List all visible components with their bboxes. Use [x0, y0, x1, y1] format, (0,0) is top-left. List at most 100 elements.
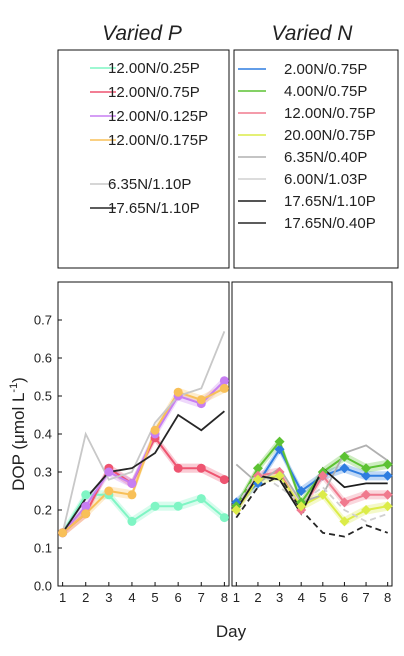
y-tick-label-5: 0.5: [34, 389, 52, 404]
left-legend-label-3: 12.00N/0.175P: [108, 132, 208, 149]
left-series-1-point-7: [219, 475, 229, 485]
left-series-3-point-3: [127, 490, 137, 500]
right-series-0-point-3: [296, 486, 307, 496]
y-tick-label-6: 0.6: [34, 351, 52, 366]
right-x-tick-label-0: 1: [233, 590, 240, 605]
left-series-4-line: [61, 331, 226, 534]
right-series-3-point-5: [339, 516, 350, 527]
y-axis: 0.0 0.1 0.2 0.3 0.4 0.5 0.6 0.7: [34, 313, 62, 594]
right-series-2-point-6: [361, 489, 372, 500]
left-series-2-point-7: [219, 376, 229, 386]
left-series-3-point-7: [219, 383, 229, 393]
left-legend-label-2: 12.00N/0.125P: [108, 108, 208, 125]
right-x-tick-label-1: 2: [254, 590, 261, 605]
left-x-tick-label-2: 3: [105, 590, 112, 605]
right-series-2-point-7: [382, 489, 393, 500]
left-series-0-point-5: [173, 501, 183, 511]
left-x-tick-label-1: 2: [82, 590, 89, 605]
right-series-0-point-2: [274, 444, 285, 455]
right-series-1-point-6: [361, 463, 372, 474]
x-axis-label: Day: [216, 622, 247, 641]
right-legend-label-6: 17.65N/1.10P: [284, 193, 376, 210]
left-series-3-point-5: [173, 387, 183, 397]
y-tick-label-2: 0.2: [34, 503, 52, 518]
right-legend-label-4: 6.35N/0.40P: [284, 149, 367, 166]
left-series-1-line: [61, 435, 225, 534]
left-series-2-point-2: [104, 467, 114, 477]
left-series-3-point-1: [81, 509, 91, 519]
y-tick-label-0: 0.0: [34, 579, 52, 594]
right-plot-frame: [231, 281, 393, 587]
right-legend-label-7: 17.65N/0.40P: [284, 215, 376, 232]
right-series-3-point-4: [317, 489, 328, 500]
right-series-0-point-6: [361, 470, 372, 481]
right-series-3-point-0: [231, 505, 242, 515]
left-series-0-point-6: [196, 494, 206, 504]
left-legend-label-4: 6.35N/1.10P: [108, 176, 191, 193]
right-legend-label-1: 4.00N/0.75P: [284, 83, 367, 100]
left-legend-label-1: 12.00N/0.75P: [108, 84, 200, 101]
right-series-3-point-1: [252, 474, 263, 485]
left-x-tick-label-3: 4: [128, 590, 135, 605]
right-legend-label-2: 12.00N/0.75P: [284, 105, 376, 122]
left-x-tick-label-0: 1: [59, 590, 66, 605]
y-tick-label-3: 0.3: [34, 465, 52, 480]
left-series-3-point-0: [58, 528, 68, 538]
left-legend: 12.00N/0.25P 12.00N/0.75P 12.00N/0.125P 12.…: [90, 60, 208, 217]
y-tick-label-1: 0.1: [34, 541, 52, 556]
right-legend-label-0: 2.00N/0.75P: [284, 61, 367, 78]
right-x-tick-label-7: 8: [384, 590, 391, 605]
right-series-7-line: [235, 474, 388, 538]
left-series-3-point-6: [196, 395, 206, 405]
right-series-1-point-1: [252, 463, 263, 474]
left-legend-label-0: 12.00N/0.25P: [108, 60, 200, 77]
right-series-2-point-5: [339, 497, 350, 508]
y-tick-label-4: 0.4: [34, 427, 52, 442]
right-x-tick-label-6: 7: [362, 590, 369, 605]
left-legend-label-5: 17.65N/1.10P: [108, 200, 200, 217]
y-tick-label-7: 0.7: [34, 313, 52, 328]
right-series-1-band: [236, 437, 388, 511]
right-series-0-band: [236, 444, 388, 507]
left-series-2-point-1: [81, 501, 91, 511]
right-series-0-point-5: [339, 463, 350, 474]
right-series-1-point-5: [339, 451, 350, 462]
left-series-0-point-7: [219, 513, 229, 523]
left-x-tick-label-5: 6: [175, 590, 182, 605]
right-series-3-point-7: [382, 501, 393, 512]
right-plot-area: [231, 436, 393, 538]
right-x-tick-label-3: 4: [298, 590, 305, 605]
left-x-tick-label-6: 7: [198, 590, 205, 605]
right-x-tick-label-5: 6: [341, 590, 348, 605]
right-legend-label-3: 20.00N/0.75P: [284, 127, 376, 144]
left-plot-frame: [57, 281, 230, 587]
right-legend-label-5: 6.00N/1.03P: [284, 171, 367, 188]
left-series-0-point-3: [127, 516, 137, 526]
left-series-0-point-4: [150, 501, 160, 511]
left-series-1-point-6: [196, 463, 206, 473]
right-x-tick-label-2: 3: [276, 590, 283, 605]
left-panel-title: Varied P: [102, 22, 182, 45]
right-panel-title: Varied N: [272, 22, 354, 45]
y-axis-label: DOP (μmol L-1): [8, 377, 28, 491]
right-legend-box: [233, 49, 399, 269]
left-series-3-point-2: [104, 486, 114, 496]
left-series-1-point-5: [173, 463, 183, 473]
left-series-3-point-4: [150, 425, 160, 435]
right-series-3-point-2: [274, 470, 285, 481]
left-series-0-point-1: [81, 490, 91, 500]
left-x-tick-label-4: 5: [151, 590, 158, 605]
left-x-tick-label-7: 8: [221, 590, 228, 605]
right-series-3-point-3: [296, 501, 307, 512]
right-series-0-point-7: [382, 470, 393, 481]
left-series-2-point-3: [127, 478, 137, 488]
left-plot-area: [58, 331, 229, 538]
right-series-3-point-6: [361, 505, 372, 515]
right-legend: 2.00N/0.75P 4.00N/0.75P 12.00N/0.75P 20.00N…: [238, 61, 376, 232]
right-series-1-line: [235, 439, 388, 507]
right-series-1-point-2: [274, 436, 285, 447]
right-series-2-point-4: [317, 470, 328, 481]
left-legend-box: [57, 49, 230, 269]
